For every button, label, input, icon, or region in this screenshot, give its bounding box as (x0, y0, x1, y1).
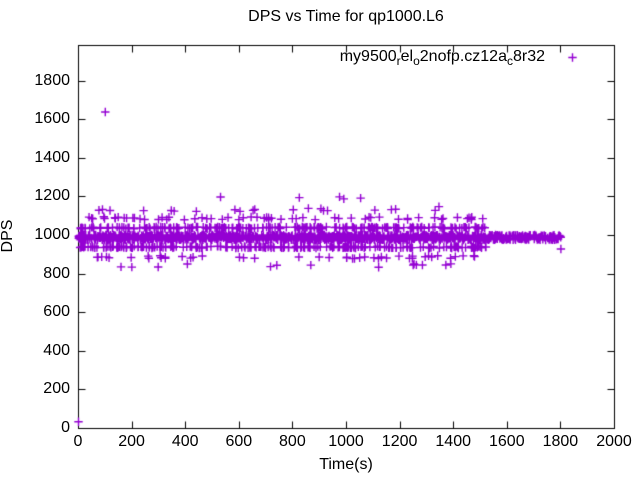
x-tick-label: 600 (225, 433, 253, 450)
x-tick-label: 1600 (489, 433, 525, 450)
x-tick-label: 1200 (381, 433, 418, 450)
x-axis-label: Time(s) (319, 456, 373, 473)
x-tick-label: 2000 (596, 433, 632, 450)
y-tick-label: 400 (43, 341, 70, 359)
legend-series-label: my9500relo2nofp.cz12ac8r32 (339, 48, 545, 69)
x-tick-label: 0 (73, 433, 83, 450)
y-tick-label: 0 (61, 419, 70, 436)
x-tick-label: 800 (279, 433, 306, 450)
x-tick-label: 200 (118, 433, 145, 450)
legend: my9500relo2nofp.cz12ac8r32 (339, 48, 545, 69)
y-tick-label: 800 (43, 264, 70, 282)
y-tick-label: 1800 (34, 71, 70, 89)
y-tick-label: 200 (43, 380, 70, 398)
x-tick-label: 400 (171, 433, 199, 450)
y-tick-label: 600 (43, 303, 70, 321)
y-tick-label: 1000 (34, 226, 70, 244)
x-tick-label: 1000 (328, 433, 364, 450)
chart-title: DPS vs Time for qp1000.L6 (248, 8, 444, 25)
y-tick-label: 1200 (34, 187, 70, 205)
y-tick-label: 1600 (34, 110, 70, 128)
x-tick-label: 1400 (435, 433, 471, 450)
x-tick-label: 1800 (542, 433, 579, 450)
y-tick-label: 1400 (34, 148, 70, 166)
